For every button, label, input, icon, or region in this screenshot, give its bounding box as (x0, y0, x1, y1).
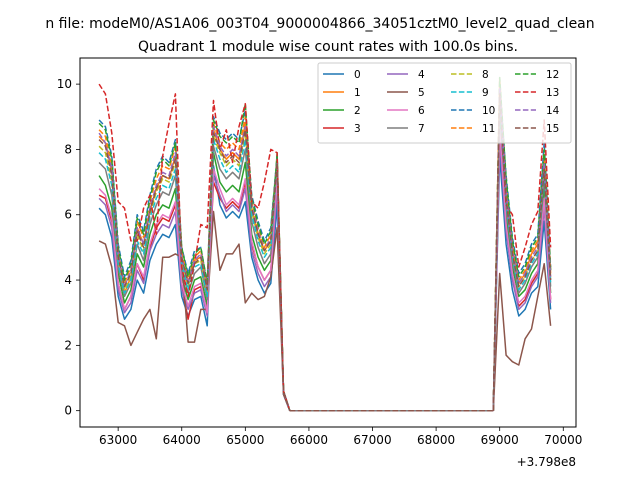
x-tick-label: 69000 (481, 433, 519, 447)
y-tick-label: 4 (64, 273, 72, 287)
x-tick-label: 64000 (163, 433, 201, 447)
x-axis-offset-label: +3.798e8 (517, 455, 576, 469)
legend-label-1: 1 (354, 87, 361, 99)
legend-box (317, 62, 572, 144)
legend-label-15: 15 (546, 123, 559, 135)
y-tick-label: 8 (64, 142, 72, 156)
legend-label-0: 0 (354, 69, 361, 81)
legend-label-3: 3 (354, 123, 361, 135)
figure-suptitle: n file: modeM0/AS1A06_003T04_9000004866_… (45, 16, 594, 32)
y-axis: 0 2 4 6 8 10 (57, 77, 80, 418)
axes-frame (79, 57, 577, 428)
legend-label-12: 12 (546, 69, 559, 81)
y-tick-label: 0 (64, 404, 72, 418)
series-4-line-0 (98, 174, 291, 411)
series-0-line-2 (492, 155, 552, 411)
legend-label-13: 13 (546, 87, 559, 99)
x-axis: 63000 64000 65000 66000 67000 68000 69000 70000 (99, 427, 582, 447)
x-tick-label: 63000 (99, 433, 137, 447)
legend-label-14: 14 (546, 105, 560, 117)
legend-label-7: 7 (418, 123, 425, 135)
x-tick-label: 70000 (544, 433, 582, 447)
series-6-line-0 (98, 168, 291, 411)
x-tick-label: 66000 (290, 433, 328, 447)
x-tick-label: 65000 (226, 433, 264, 447)
series-0-line-0 (98, 165, 291, 411)
plot-area (98, 76, 552, 412)
series-5-line-2 (492, 262, 552, 411)
series-13-line-2 (492, 89, 552, 411)
legend-label-5: 5 (418, 87, 425, 99)
legend-label-4: 4 (418, 69, 425, 81)
legend-label-10: 10 (482, 105, 495, 117)
chart-title: Quadrant 1 module wise count rates with … (138, 39, 518, 55)
y-tick-label: 6 (64, 208, 72, 222)
series-5-line-0 (98, 210, 291, 411)
series-2-line-0 (98, 151, 291, 411)
series-10-line-0 (98, 109, 291, 411)
y-tick-label: 2 (64, 338, 72, 352)
x-tick-label: 67000 (353, 433, 391, 447)
series-7-line-0 (98, 145, 291, 411)
legend-label-8: 8 (482, 69, 489, 81)
x-tick-label: 68000 (417, 433, 455, 447)
series-9-line-0 (98, 138, 291, 411)
legend-label-9: 9 (482, 87, 489, 99)
series-15-line-0 (98, 129, 291, 411)
y-tick-label: 10 (57, 77, 72, 91)
legend-label-6: 6 (418, 105, 425, 117)
series-12-line-0 (98, 102, 291, 411)
series-15-line-2 (492, 93, 552, 411)
series-6-line-2 (492, 129, 552, 411)
series-15 (98, 93, 552, 412)
legend-label-2: 2 (354, 105, 361, 117)
legend-label-11: 11 (482, 123, 495, 135)
